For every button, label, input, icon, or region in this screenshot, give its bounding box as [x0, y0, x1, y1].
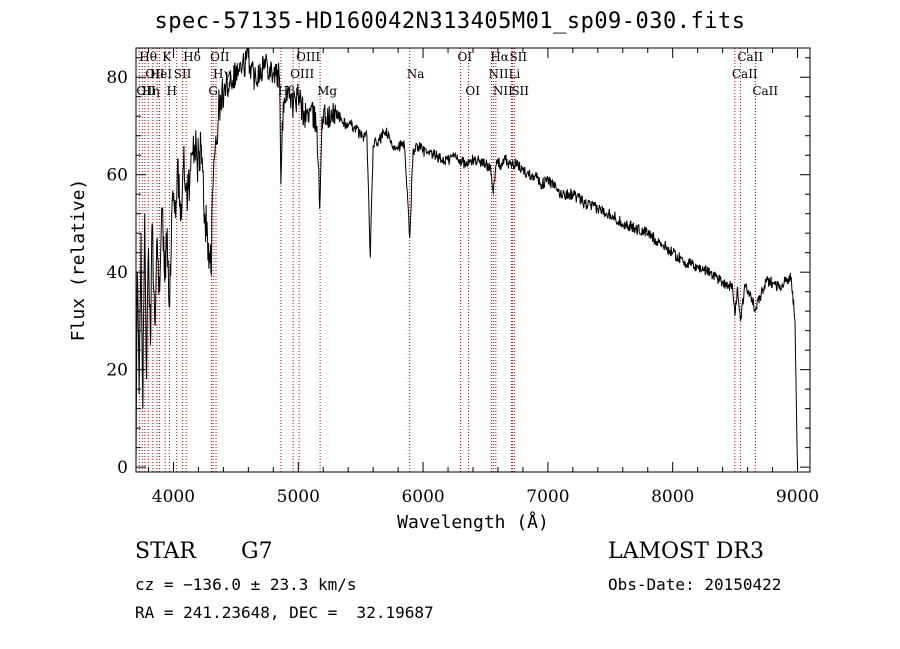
flux-series-line: [135, 48, 798, 468]
line-labels: HθOIIHηOIIHeIKHSIIHδGOIIHγHβOIIIOIIIMgNa…: [136, 50, 778, 98]
line-marker-label: SII: [509, 50, 527, 64]
chart-title: spec-57135-HD160042N313405M01_sp09-030.f…: [154, 9, 746, 34]
line-marker-label: G: [208, 84, 218, 98]
x-tick-label: 6000: [401, 487, 444, 507]
line-marker-label: Hγ: [213, 67, 231, 81]
line-marker-label: OIII: [290, 67, 314, 81]
y-axis-label: Flux (relative): [68, 179, 89, 342]
line-marker-label: NII: [493, 84, 513, 98]
x-tick-label: 7000: [526, 487, 569, 507]
line-marker-label: Li: [508, 67, 520, 81]
line-marker-label: Na: [407, 67, 425, 81]
line-marker-label: K: [162, 50, 172, 64]
line-markers: [138, 48, 756, 472]
object-class: STAR: [135, 539, 196, 564]
velocity-readout: cz = −136.0 ± 23.3 km/s: [135, 575, 357, 594]
line-marker-label: OII: [136, 84, 156, 98]
x-tick-label: 4000: [152, 487, 195, 507]
x-tick-label: 9000: [776, 487, 819, 507]
line-marker-label: OIII: [296, 50, 320, 64]
line-marker-label: CaII: [752, 84, 778, 98]
x-tick-label: 5000: [277, 487, 320, 507]
line-marker-label: OII: [145, 67, 165, 81]
line-marker-label: Hη: [142, 84, 160, 98]
line-marker-label: HeI: [150, 67, 173, 81]
line-marker-label: Hα: [490, 50, 509, 64]
y-tick-label: 40: [106, 263, 128, 283]
line-marker-label: CaII: [732, 67, 758, 81]
line-marker-label: CaII: [737, 50, 763, 64]
line-marker-label: SII: [174, 67, 192, 81]
line-marker-label: OI: [458, 50, 473, 64]
coordinates: RA = 241.23648, DEC = 32.19687: [135, 603, 434, 622]
line-marker-label: NII: [488, 67, 508, 81]
axis-ticks: 4000 5000 6000 7000 8000 9000 0 20 40 60 80: [106, 48, 819, 507]
line-marker-label: Hδ: [183, 50, 201, 64]
x-tick-label: 8000: [651, 487, 694, 507]
line-marker-label: Mg: [317, 84, 337, 98]
line-marker-label: Hθ: [139, 50, 157, 64]
object-subclass: G7: [241, 539, 273, 564]
survey-name: LAMOST DR3: [608, 539, 764, 564]
y-tick-label: 60: [106, 166, 128, 186]
line-marker-label: OII: [210, 50, 230, 64]
line-marker-label: H: [166, 84, 176, 98]
y-tick-label: 80: [106, 68, 128, 88]
y-tick-label: 0: [117, 458, 128, 478]
line-marker-label: OI: [465, 84, 480, 98]
line-marker-label: SII: [511, 84, 529, 98]
y-tick-label: 20: [106, 361, 128, 381]
x-axis-label: Wavelength (Å): [397, 511, 549, 533]
plot-frame: [135, 47, 811, 473]
obs-date: Obs-Date: 20150422: [608, 575, 782, 594]
